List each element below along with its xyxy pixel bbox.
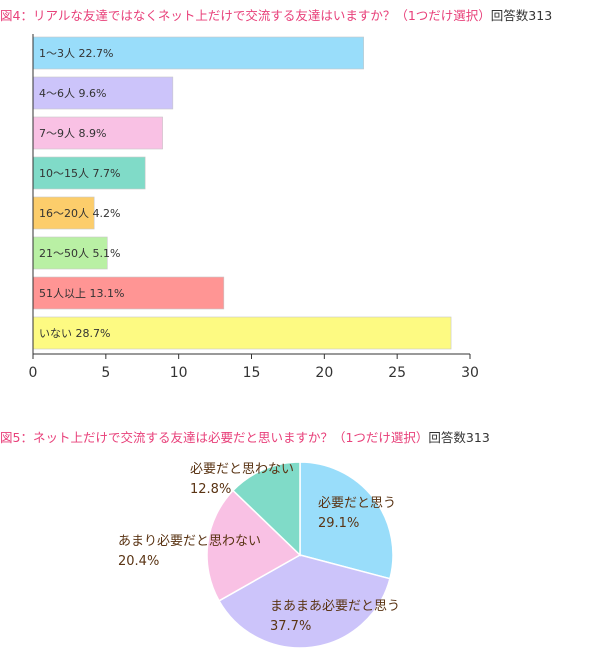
bar-chart-title-question: リアルな友達ではなくネット上だけで交流する友達はいますか？（1つだけ選択） [32,8,491,23]
x-tick-label-3: 15 [243,365,261,381]
pie-chart-title-prefix: 図5： [0,430,33,445]
pie-slice-3 [231,461,301,557]
x-tick-label-6: 30 [461,365,479,381]
pie-value-0: 29.1% [318,516,359,531]
bar-label-7: いない 28.7% [39,327,110,340]
bar-label-5: 21〜50人 5.1% [39,247,120,260]
pie-slice-0 [299,461,394,580]
bar-label-2: 7〜9人 8.9% [39,127,106,140]
bar-label-3: 10〜15人 7.7% [39,167,120,180]
pie-chart-title-question: ネット上だけで交流する友達は必要だと思いますか？（1つだけ選択） [32,430,429,445]
bar-label-0: 1〜3人 22.7% [39,47,113,60]
pie-label-1: まあまあ必要だと思う [270,599,400,614]
bar-label-4: 16〜20人 4.2% [39,207,120,220]
bar-7 [32,316,452,350]
pie-label-2: あまり必要だと思わない [118,534,261,549]
pie-chart-response-count: 回答数313 [428,430,490,445]
bar-chart-title: 図4：リアルな友達ではなくネット上だけで交流する友達はいますか？（1つだけ選択）… [0,8,552,24]
x-tick-label-1: 5 [101,365,110,381]
x-tick-label-5: 25 [388,365,406,381]
pie-value-1: 37.7% [270,619,311,634]
pie-label-3: 必要だと思わない [190,462,294,477]
bar-6 [32,276,225,310]
bar-0 [32,36,364,70]
bar-5 [32,236,108,270]
x-tick-label-0: 0 [29,365,38,381]
x-tick-label-4: 20 [315,365,333,381]
pie-chart-title: 図5：ネット上だけで交流する友達は必要だと思いますか？（1つだけ選択）回答数31… [0,430,490,446]
pie-slice-2 [206,489,302,602]
bar-label-6: 51人以上 13.1% [39,287,124,300]
pie-value-3: 12.8% [190,482,231,497]
pie-value-2: 20.4% [118,554,159,569]
pie-slice-1 [218,554,391,649]
bar-label-1: 4〜6人 9.6% [39,87,106,100]
bar-chart-response-count: 回答数313 [490,8,553,23]
bar-chart-title-prefix: 図4： [0,8,33,23]
pie-label-0: 必要だと思う [318,496,396,511]
x-tick-label-2: 10 [170,365,188,381]
